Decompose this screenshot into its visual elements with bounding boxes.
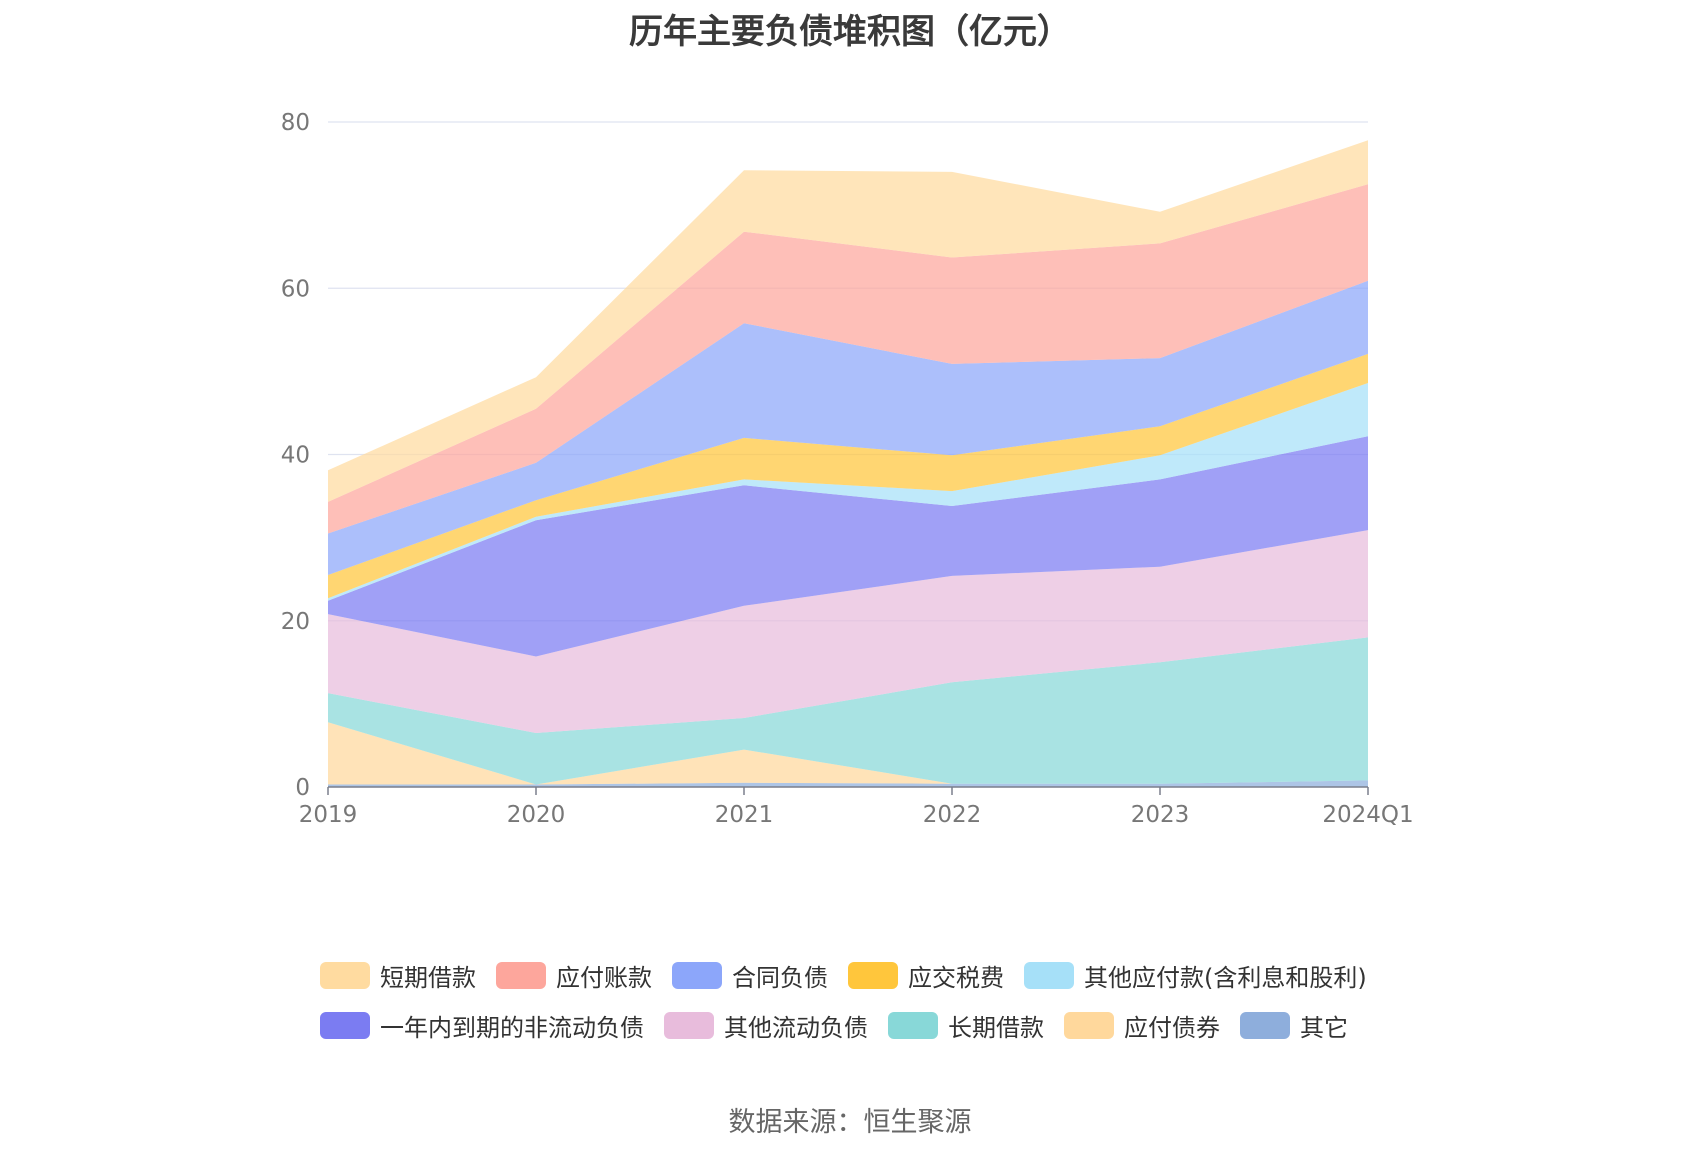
y-tick-label: 20 bbox=[281, 609, 310, 635]
x-tick-label: 2019 bbox=[299, 802, 358, 828]
legend-label: 合同负债 bbox=[732, 963, 828, 992]
y-tick-label: 40 bbox=[281, 443, 310, 469]
y-tick-label: 80 bbox=[281, 110, 310, 136]
legend-item[interactable]: 其他流动负债 bbox=[664, 1008, 868, 1043]
area-series-应付账款 bbox=[328, 184, 1368, 534]
x-tick-label: 2023 bbox=[1131, 802, 1190, 828]
legend-swatch bbox=[320, 961, 370, 989]
chart-title: 历年主要负债堆积图（亿元） bbox=[629, 12, 1071, 52]
legend-swatch bbox=[664, 1011, 714, 1039]
area-series-其他应付款(含利息和股利) bbox=[328, 383, 1368, 601]
legend-item[interactable]: 合同负债 bbox=[672, 958, 828, 993]
legend-item[interactable]: 短期借款 bbox=[320, 958, 476, 993]
data-source-note: 数据来源：恒生聚源 bbox=[728, 1107, 972, 1138]
area-series bbox=[328, 140, 1368, 787]
legend-item[interactable]: 一年内到期的非流动负债 bbox=[320, 1008, 644, 1043]
axes: 0 20 40 60 80 2019 2020 2021 2022 2023 2024Q1 bbox=[281, 110, 1414, 828]
area-series-一年内到期的非流动负债 bbox=[328, 436, 1368, 657]
legend-item[interactable]: 应付债券 bbox=[1064, 1008, 1220, 1043]
legend-row: 短期借款 应付账款 合同负债 应交税费 其他应付款(含利息和股利) bbox=[320, 950, 1420, 1000]
legend-label: 其它 bbox=[1300, 1013, 1348, 1042]
area-series-其它 bbox=[328, 780, 1368, 787]
x-tick-label: 2022 bbox=[923, 802, 982, 828]
legend-item[interactable]: 应交税费 bbox=[848, 958, 1004, 993]
legend-item[interactable]: 其他应付款(含利息和股利) bbox=[1024, 958, 1367, 993]
area-series-应交税费 bbox=[328, 353, 1368, 599]
legend-row: 一年内到期的非流动负债 其他流动负债 长期借款 应付债券 其它 bbox=[320, 1000, 1420, 1050]
legend-swatch bbox=[1064, 1011, 1114, 1039]
y-tick-label: 60 bbox=[281, 276, 310, 302]
area-series-应付债券 bbox=[328, 722, 1368, 785]
legend-label: 一年内到期的非流动负债 bbox=[380, 1013, 644, 1042]
legend-label: 短期借款 bbox=[380, 963, 476, 992]
legend-label: 应付账款 bbox=[556, 963, 652, 992]
y-tick-label: 0 bbox=[295, 775, 310, 801]
x-tick-label: 2020 bbox=[507, 802, 566, 828]
legend-item[interactable]: 其它 bbox=[1240, 1008, 1348, 1043]
x-tick-label: 2024Q1 bbox=[1322, 802, 1413, 828]
legend-swatch bbox=[1240, 1011, 1290, 1039]
area-series-短期借款 bbox=[328, 140, 1368, 502]
legend: 短期借款 应付账款 合同负债 应交税费 其他应付款(含利息和股利) 一年内到期的非流动负债… bbox=[320, 950, 1420, 1050]
area-series-长期借款 bbox=[328, 637, 1368, 785]
area-series-其他流动负债 bbox=[328, 530, 1368, 733]
legend-item[interactable]: 应付账款 bbox=[496, 958, 652, 993]
legend-swatch bbox=[496, 961, 546, 989]
legend-label: 应付债券 bbox=[1124, 1013, 1220, 1042]
legend-item[interactable]: 长期借款 bbox=[888, 1008, 1044, 1043]
legend-label: 应交税费 bbox=[908, 963, 1004, 992]
legend-label: 其他应付款(含利息和股利) bbox=[1084, 963, 1367, 992]
legend-swatch bbox=[672, 961, 722, 989]
legend-swatch bbox=[1024, 961, 1074, 989]
legend-swatch bbox=[888, 1011, 938, 1039]
area-series-合同负债 bbox=[328, 280, 1368, 575]
legend-label: 其他流动负债 bbox=[724, 1013, 868, 1042]
x-tick-label: 2021 bbox=[715, 802, 774, 828]
legend-swatch bbox=[848, 961, 898, 989]
legend-label: 长期借款 bbox=[948, 1013, 1044, 1042]
legend-swatch bbox=[320, 1011, 370, 1039]
